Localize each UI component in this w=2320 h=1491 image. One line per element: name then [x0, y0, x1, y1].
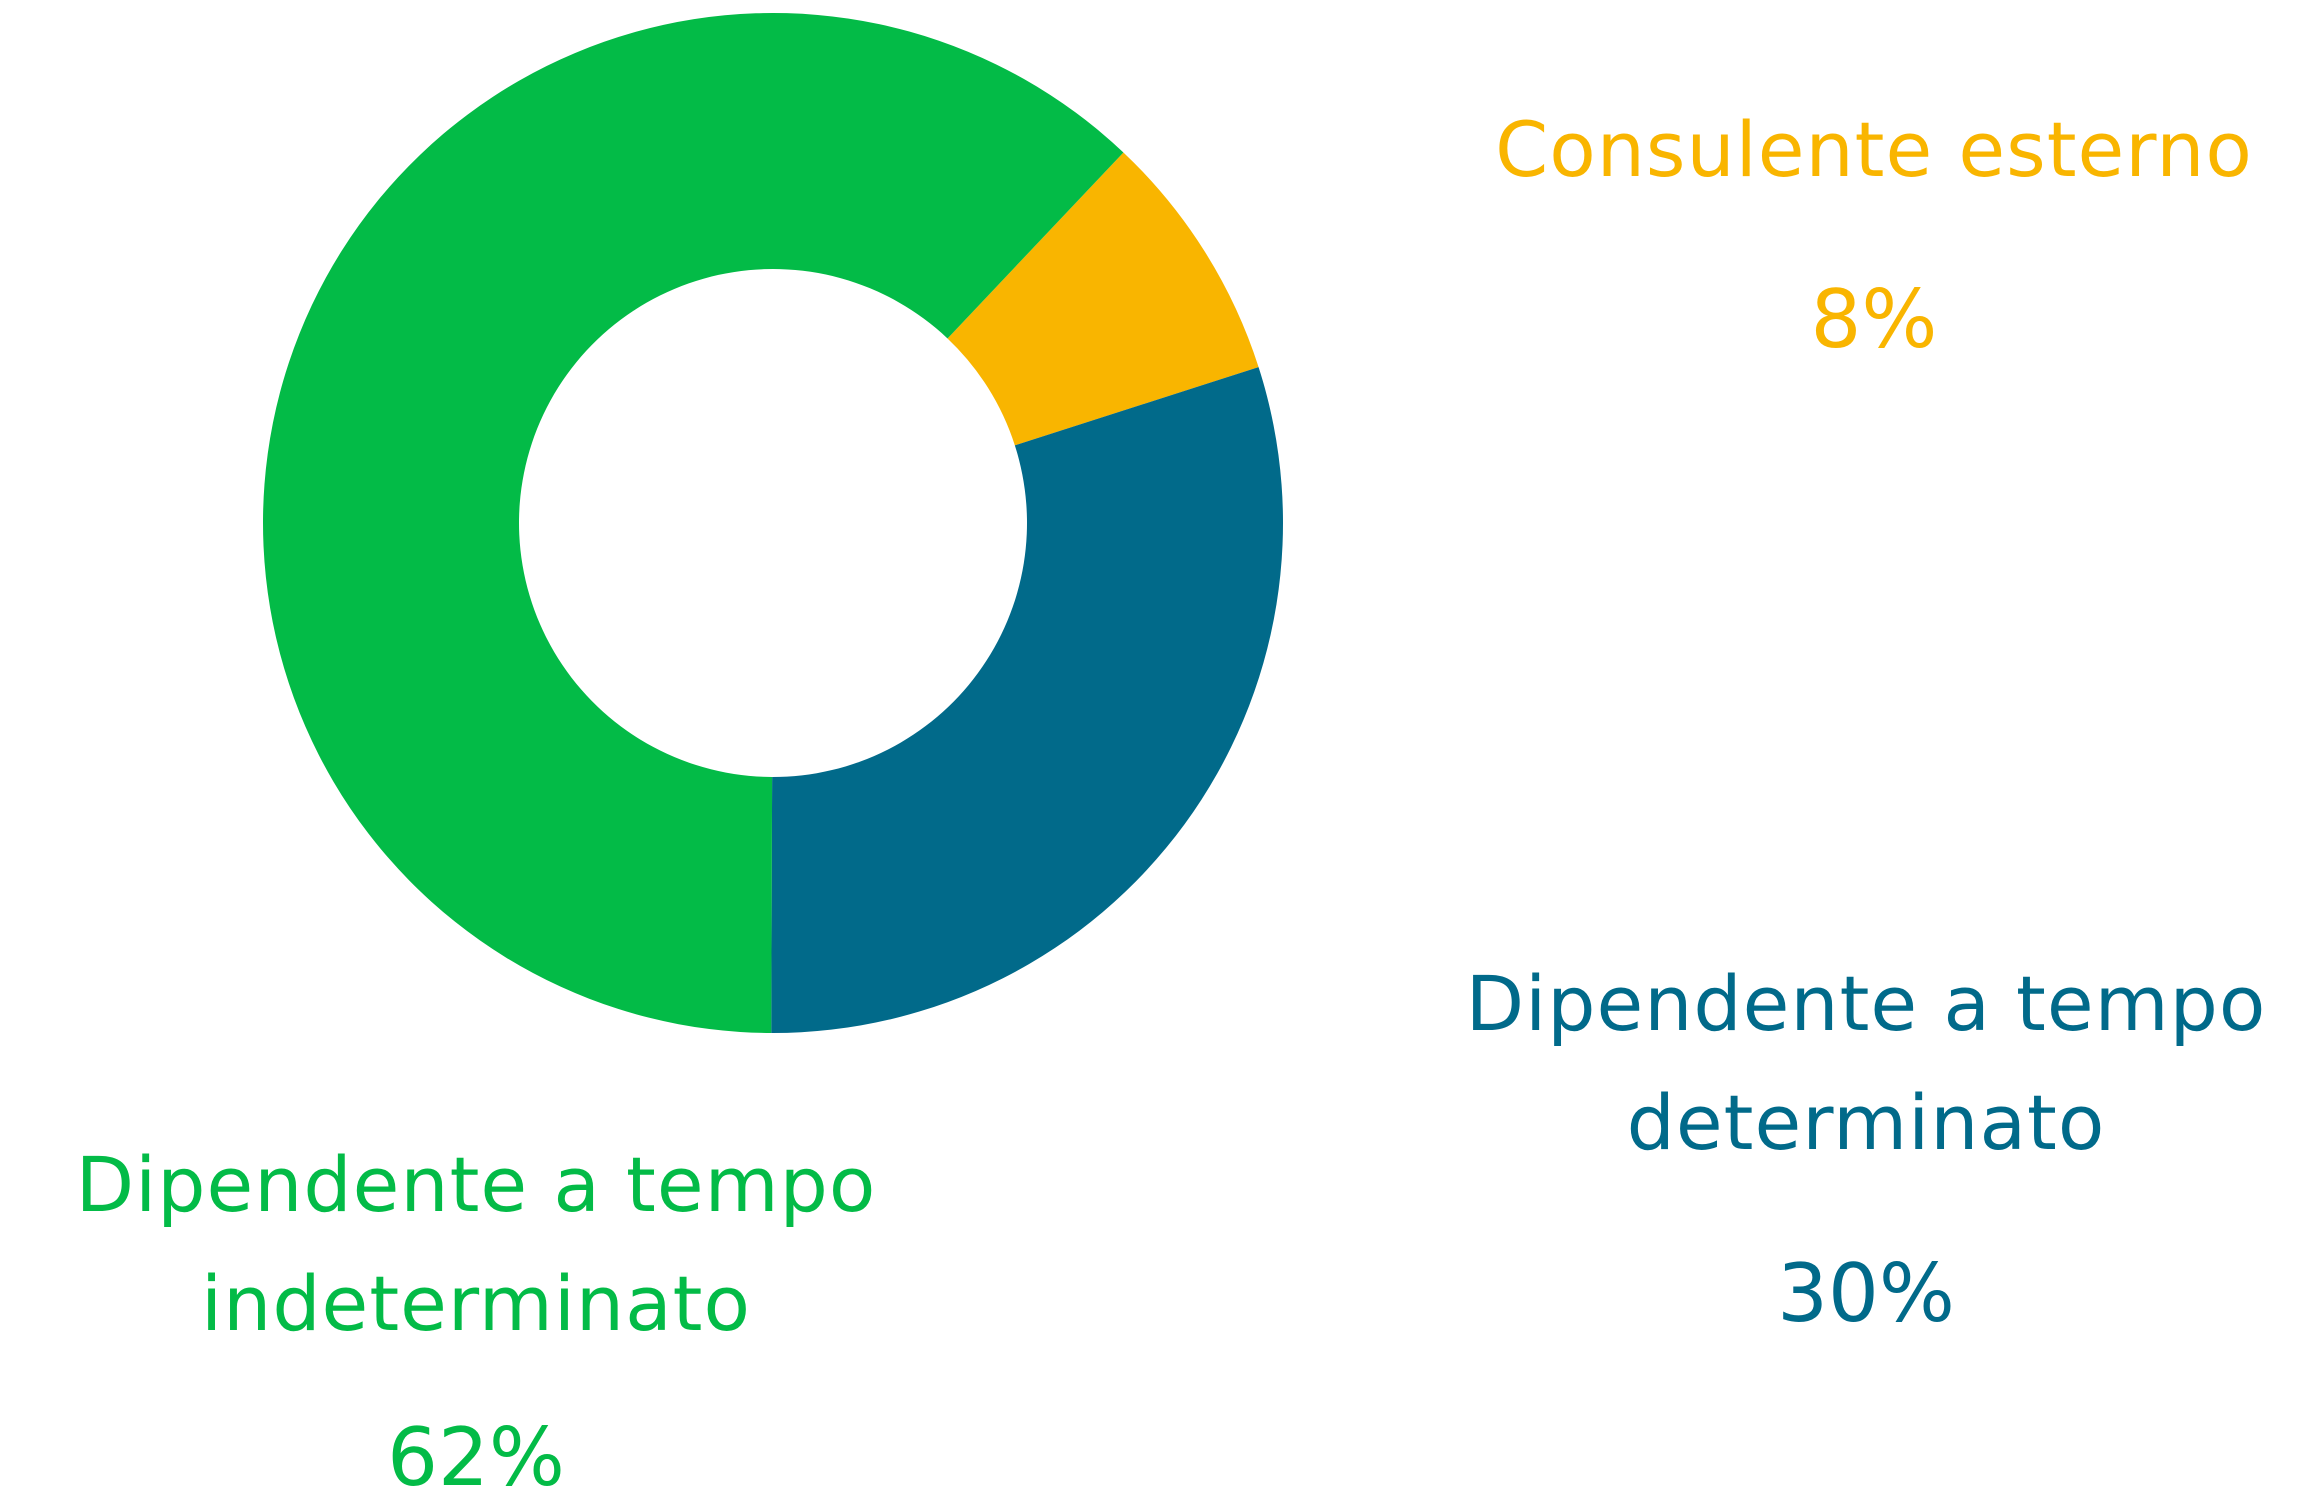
- value-label: 62%: [387, 1411, 565, 1491]
- donut-segment: [771, 367, 1284, 1034]
- donut-segment: [263, 13, 1124, 1033]
- legend-label: Dipendente a tempo determinato: [1465, 959, 2267, 1167]
- value-label: 30%: [1777, 1247, 1955, 1340]
- donut-segment: [947, 152, 1259, 446]
- legend-label: Dipendente a tempo indeterminato: [75, 1140, 877, 1348]
- legend-label: Consulente esterno: [1495, 105, 2253, 194]
- value-label: 8%: [1810, 273, 1938, 366]
